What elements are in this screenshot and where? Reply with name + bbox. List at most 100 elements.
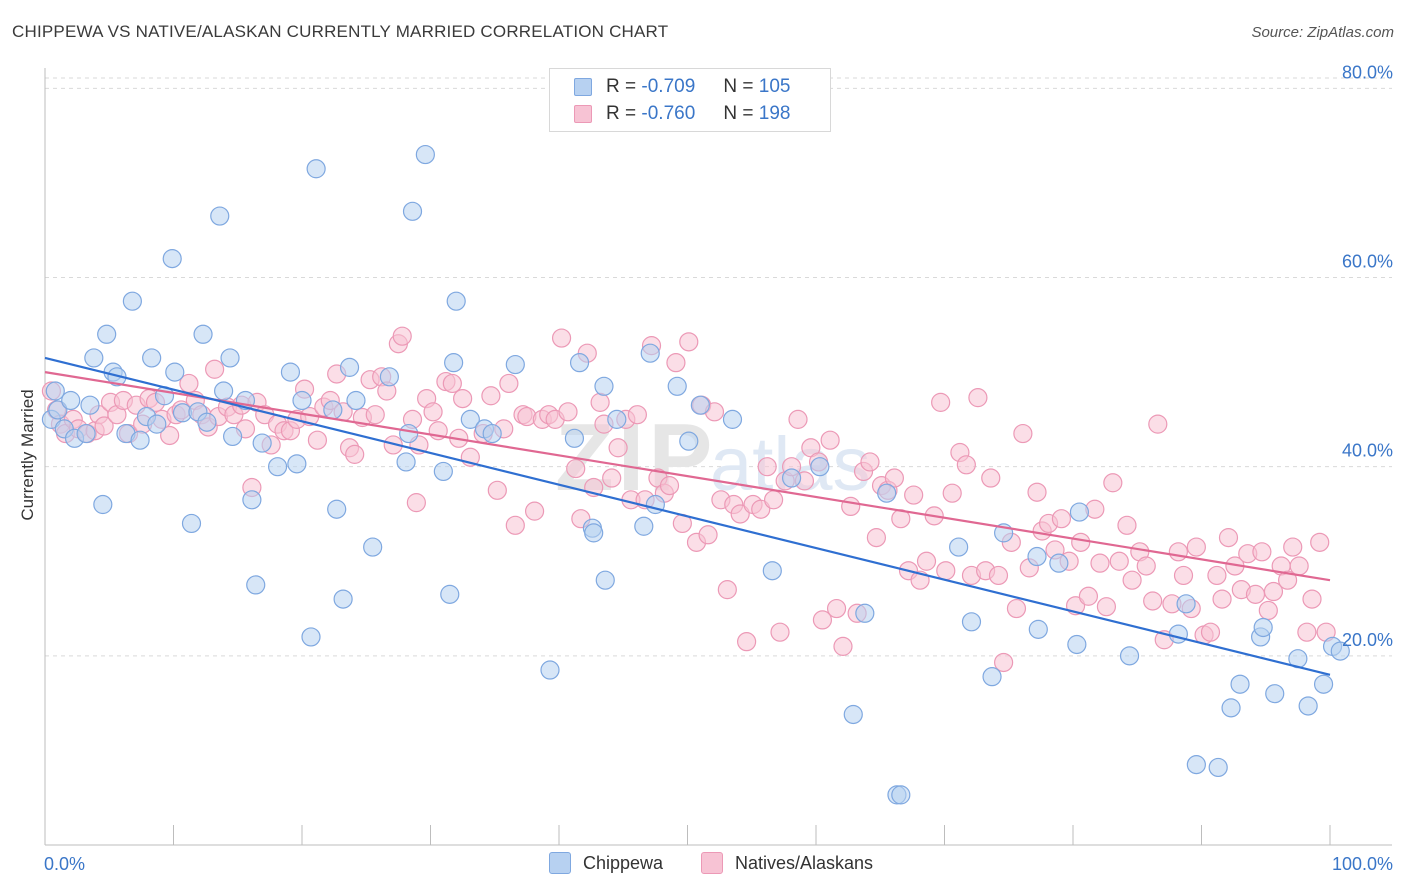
data-point-natives xyxy=(1078,586,1099,606)
data-point-chippewa xyxy=(339,357,360,377)
data-point-natives xyxy=(860,452,880,472)
data-point-natives xyxy=(94,416,114,436)
data-point-natives xyxy=(505,515,525,535)
data-point-natives xyxy=(770,622,790,642)
data-point-natives xyxy=(627,405,647,425)
axes xyxy=(44,68,1392,846)
data-point-natives xyxy=(551,328,572,348)
data-point-chippewa xyxy=(961,612,982,632)
data-point-chippewa xyxy=(667,376,687,396)
y-axis-label: Currently Married xyxy=(18,389,37,520)
data-point-natives xyxy=(345,444,365,464)
data-point-natives xyxy=(1283,537,1303,557)
y-tick-label: 60.0% xyxy=(1342,252,1393,272)
data-point-chippewa xyxy=(607,409,627,429)
data-point-natives xyxy=(307,430,328,450)
data-point-natives xyxy=(916,551,937,571)
data-point-natives xyxy=(1168,542,1188,562)
data-point-natives xyxy=(160,425,180,446)
data-point-chippewa xyxy=(396,452,416,472)
data-point-chippewa xyxy=(584,523,604,543)
data-point-natives xyxy=(590,392,610,412)
n-value: 198 xyxy=(758,103,791,124)
data-point-chippewa xyxy=(61,390,81,411)
data-point-chippewa xyxy=(93,494,113,515)
data-point-chippewa xyxy=(1313,674,1334,694)
data-point-chippewa xyxy=(595,570,615,590)
data-point-chippewa xyxy=(433,461,453,482)
data-point-natives xyxy=(1122,570,1142,590)
x-tick-label: 100.0% xyxy=(1332,854,1393,874)
data-point-natives xyxy=(1186,537,1206,557)
data-point-chippewa xyxy=(363,537,383,557)
data-point-chippewa xyxy=(1049,553,1069,573)
data-point-natives xyxy=(751,499,771,519)
data-point-natives xyxy=(1302,589,1322,609)
data-point-natives xyxy=(936,561,956,581)
data-point-natives xyxy=(659,476,680,496)
r-label: R = xyxy=(606,76,637,97)
data-point-chippewa xyxy=(762,561,782,581)
data-point-chippewa xyxy=(197,412,217,432)
data-point-chippewa xyxy=(193,324,213,344)
data-point-chippewa xyxy=(130,430,150,450)
data-point-natives xyxy=(392,326,412,346)
data-point-natives xyxy=(730,504,750,524)
data-point-natives xyxy=(487,480,507,500)
data-point-chippewa xyxy=(810,457,830,477)
data-point-natives xyxy=(1310,532,1330,552)
data-point-natives xyxy=(205,359,225,379)
data-point-chippewa xyxy=(1230,674,1250,694)
data-point-natives xyxy=(602,468,622,488)
data-point-chippewa xyxy=(679,431,699,451)
blue-swatch xyxy=(549,852,571,874)
data-point-chippewa xyxy=(1067,634,1087,655)
y-tick-label: 80.0% xyxy=(1342,62,1393,82)
data-point-natives xyxy=(1027,482,1047,502)
data-point-natives xyxy=(1006,598,1027,619)
data-point-natives xyxy=(956,455,976,475)
x-tick-label: 0.0% xyxy=(44,854,85,874)
data-point-natives xyxy=(406,493,426,513)
data-point-natives xyxy=(566,458,586,479)
y-tick-label: 40.0% xyxy=(1342,441,1393,461)
data-point-chippewa xyxy=(402,201,423,221)
data-point-natives xyxy=(981,468,1001,488)
correlation-legend: R = -0.709 N = 105 R = -0.760 N = 198 xyxy=(549,68,831,132)
data-point-chippewa xyxy=(460,409,480,429)
data-point-chippewa xyxy=(1186,755,1206,775)
data-point-natives xyxy=(1173,565,1194,586)
data-point-chippewa xyxy=(323,400,343,420)
data-point-chippewa xyxy=(252,433,272,453)
data-point-natives xyxy=(833,636,853,656)
data-point-natives xyxy=(524,501,545,521)
data-point-chippewa xyxy=(346,390,366,411)
data-point-natives xyxy=(679,332,699,352)
data-point-chippewa xyxy=(640,343,660,363)
data-point-chippewa xyxy=(267,457,288,477)
data-point-natives xyxy=(1297,622,1317,642)
r-value: -0.760 xyxy=(641,103,696,124)
data-point-natives xyxy=(1090,553,1110,573)
data-point-chippewa xyxy=(1176,594,1196,614)
data-point-chippewa xyxy=(1027,546,1047,567)
data-point-natives xyxy=(931,392,951,412)
source-label: Source: ZipAtlas.com xyxy=(1251,24,1394,41)
data-point-natives xyxy=(988,565,1009,586)
legend-row-natives: R = -0.760 N = 198 xyxy=(574,102,790,126)
data-point-natives xyxy=(1143,591,1163,611)
data-point-chippewa xyxy=(84,348,104,368)
data-point-chippewa xyxy=(982,667,1002,687)
data-point-chippewa xyxy=(1119,646,1140,666)
data-point-natives xyxy=(1252,542,1272,562)
blue-swatch xyxy=(574,78,592,96)
data-point-chippewa xyxy=(214,381,234,401)
legend-label: Natives/Alaskans xyxy=(735,852,874,873)
data-point-natives xyxy=(499,373,519,394)
data-point-natives xyxy=(866,528,886,548)
legend-label: Chippewa xyxy=(583,852,664,873)
n-value: 105 xyxy=(758,76,791,97)
data-point-natives xyxy=(1200,622,1221,642)
data-point-chippewa xyxy=(415,144,435,165)
data-point-chippewa xyxy=(220,348,240,368)
